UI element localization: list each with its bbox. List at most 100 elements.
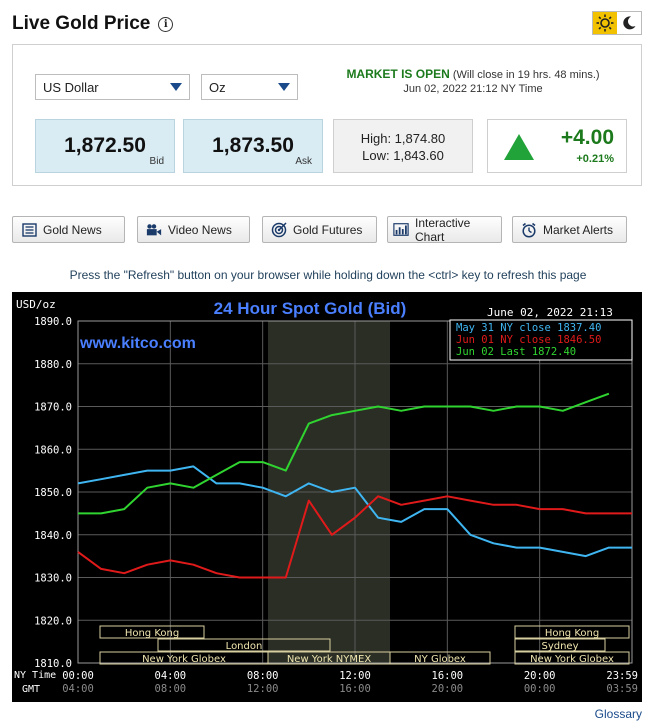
x-tick-label-gmt: 03:59 [606,683,638,695]
chevron-down-icon[interactable] [271,75,297,99]
gold-news-button[interactable]: Gold News [12,216,125,243]
x-tick-label-gmt: 08:00 [155,683,187,695]
video-camera-icon [146,222,162,238]
chevron-down-icon[interactable] [163,75,189,99]
glossary-link[interactable]: Glossary [594,707,642,721]
info-icon[interactable]: i [158,16,174,32]
legend-entry-jun01: Jun 01 NY close 1846.50 [456,334,601,346]
session-label: Hong Kong [545,628,599,639]
x-tick-label-ny: 08:00 [247,670,279,682]
unit-select-value: Oz [209,79,226,95]
bid-price: 1,872.50 [64,134,146,157]
unit-select[interactable]: Oz [201,74,298,100]
y-tick-label: 1890.0 [34,316,72,328]
x-tick-label-gmt: 04:00 [62,683,94,695]
video-news-label: Video News [168,222,232,237]
bid-label: Bid [149,156,164,167]
chart-ylabel: USD/oz [16,298,56,311]
session-label: NY Globex [414,654,466,665]
up-arrow-icon [504,134,534,160]
chart-timestamp: June 02, 2022 21:13 [487,306,613,319]
market-status: MARKET IS OPEN (Will close in 19 hrs. 48… [313,67,633,96]
market-alerts-button[interactable]: Market Alerts [512,216,627,243]
market-alerts-label: Market Alerts [543,222,614,237]
session-label: London [226,641,263,652]
title-bar: Live Gold Price i [12,10,174,38]
y-tick-label: 1850.0 [34,487,72,499]
x-row-label-ny: NY Time [14,670,56,681]
video-news-button[interactable]: Video News [137,216,250,243]
y-tick-label: 1810.0 [34,658,72,670]
session-band [514,625,630,639]
low-value: Low: 1,843.60 [362,148,444,163]
session-label: New York Globex [142,654,226,665]
chart-x-ticks: 00:0004:0004:0008:0008:0012:0012:0016:00… [62,670,638,695]
gold-futures-button[interactable]: Gold Futures [262,216,377,243]
change-percent: +0.21% [576,153,614,165]
x-tick-label-ny: 20:00 [524,670,556,682]
session-band [514,638,606,652]
x-tick-label-ny: 12:00 [339,670,371,682]
session-label: New York Globex [530,654,614,665]
y-tick-label: 1860.0 [34,444,72,456]
legend-entry-jun02: Jun 02 Last 1872.40 [456,346,576,358]
plot-border [77,320,633,664]
price-panel: US Dollar Oz MARKET IS OPEN (Will close … [12,44,642,186]
page-title: Live Gold Price [12,13,151,34]
sun-icon[interactable] [593,12,617,34]
change-box: +4.00 +0.21% [487,119,627,173]
series-line-1 [77,495,632,579]
series-line-2 [78,392,610,515]
ask-label: Ask [295,156,312,167]
session-label: Sydney [541,641,578,652]
high-low-box: High: 1,874.80 Low: 1,843.60 [333,119,473,173]
x-tick-label-ny: 16:00 [432,670,464,682]
high-value: High: 1,874.80 [360,131,446,146]
session-label: New York NYMEX [287,654,372,665]
ask-price: 1,873.50 [212,134,294,157]
chart-watermark: www.kitco.com [79,335,196,352]
chart-lines [77,392,632,579]
session-label: Hong Kong [125,628,179,639]
theme-toggle[interactable] [592,11,642,35]
chart-legend: May 31 NY close 1837.40 Jun 01 NY close … [449,319,633,361]
alarm-clock-icon [521,222,537,238]
gold-news-label: Gold News [43,222,102,237]
x-tick-label-ny: 23:59 [606,670,638,682]
chart-title: 24 Hour Spot Gold (Bid) [214,299,407,318]
session-band [389,651,491,665]
gold-chart[interactable]: Hong Kong London New York Globex New York N… [12,292,642,702]
moon-icon[interactable] [617,12,641,34]
series-line-0 [77,465,632,558]
y-tick-label: 1840.0 [34,530,72,542]
chart-y-ticks: 1890.0 1880.0 1870.0 1860.0 1850.0 1840.0 1830… [34,316,72,670]
legend-entry-may31: May 31 NY close 1837.40 [456,322,601,334]
newspaper-icon [21,222,37,238]
interactive-chart-button[interactable]: Interactive Chart [387,215,502,244]
market-datetime: Jun 02, 2022 21:12 NY Time [403,83,543,95]
bar-chart-icon [393,222,409,238]
x-tick-label-ny: 00:00 [62,670,94,682]
market-close-note: (Will close in 19 hrs. 48 mins.) [452,69,600,81]
x-tick-label-gmt: 20:00 [432,683,464,695]
session-band [99,625,205,639]
y-tick-label: 1830.0 [34,573,72,585]
x-tick-label-gmt: 16:00 [339,683,371,695]
refresh-note: Press the "Refresh" button on your brows… [69,268,587,282]
market-open-label: MARKET IS OPEN [346,67,450,81]
y-tick-label: 1870.0 [34,402,72,414]
session-band [514,651,630,665]
x-tick-label-gmt: 00:00 [524,683,556,695]
bid-box: 1,872.50 Bid [35,119,175,173]
y-tick-label: 1820.0 [34,615,72,627]
interactive-chart-label: Interactive Chart [415,215,471,244]
ask-box: 1,873.50 Ask [183,119,323,173]
currency-select[interactable]: US Dollar [35,74,190,100]
change-value: +4.00 [560,126,614,149]
session-band [157,638,331,652]
target-icon [271,221,287,238]
x-tick-label-ny: 04:00 [155,670,187,682]
y-tick-label: 1880.0 [34,359,72,371]
